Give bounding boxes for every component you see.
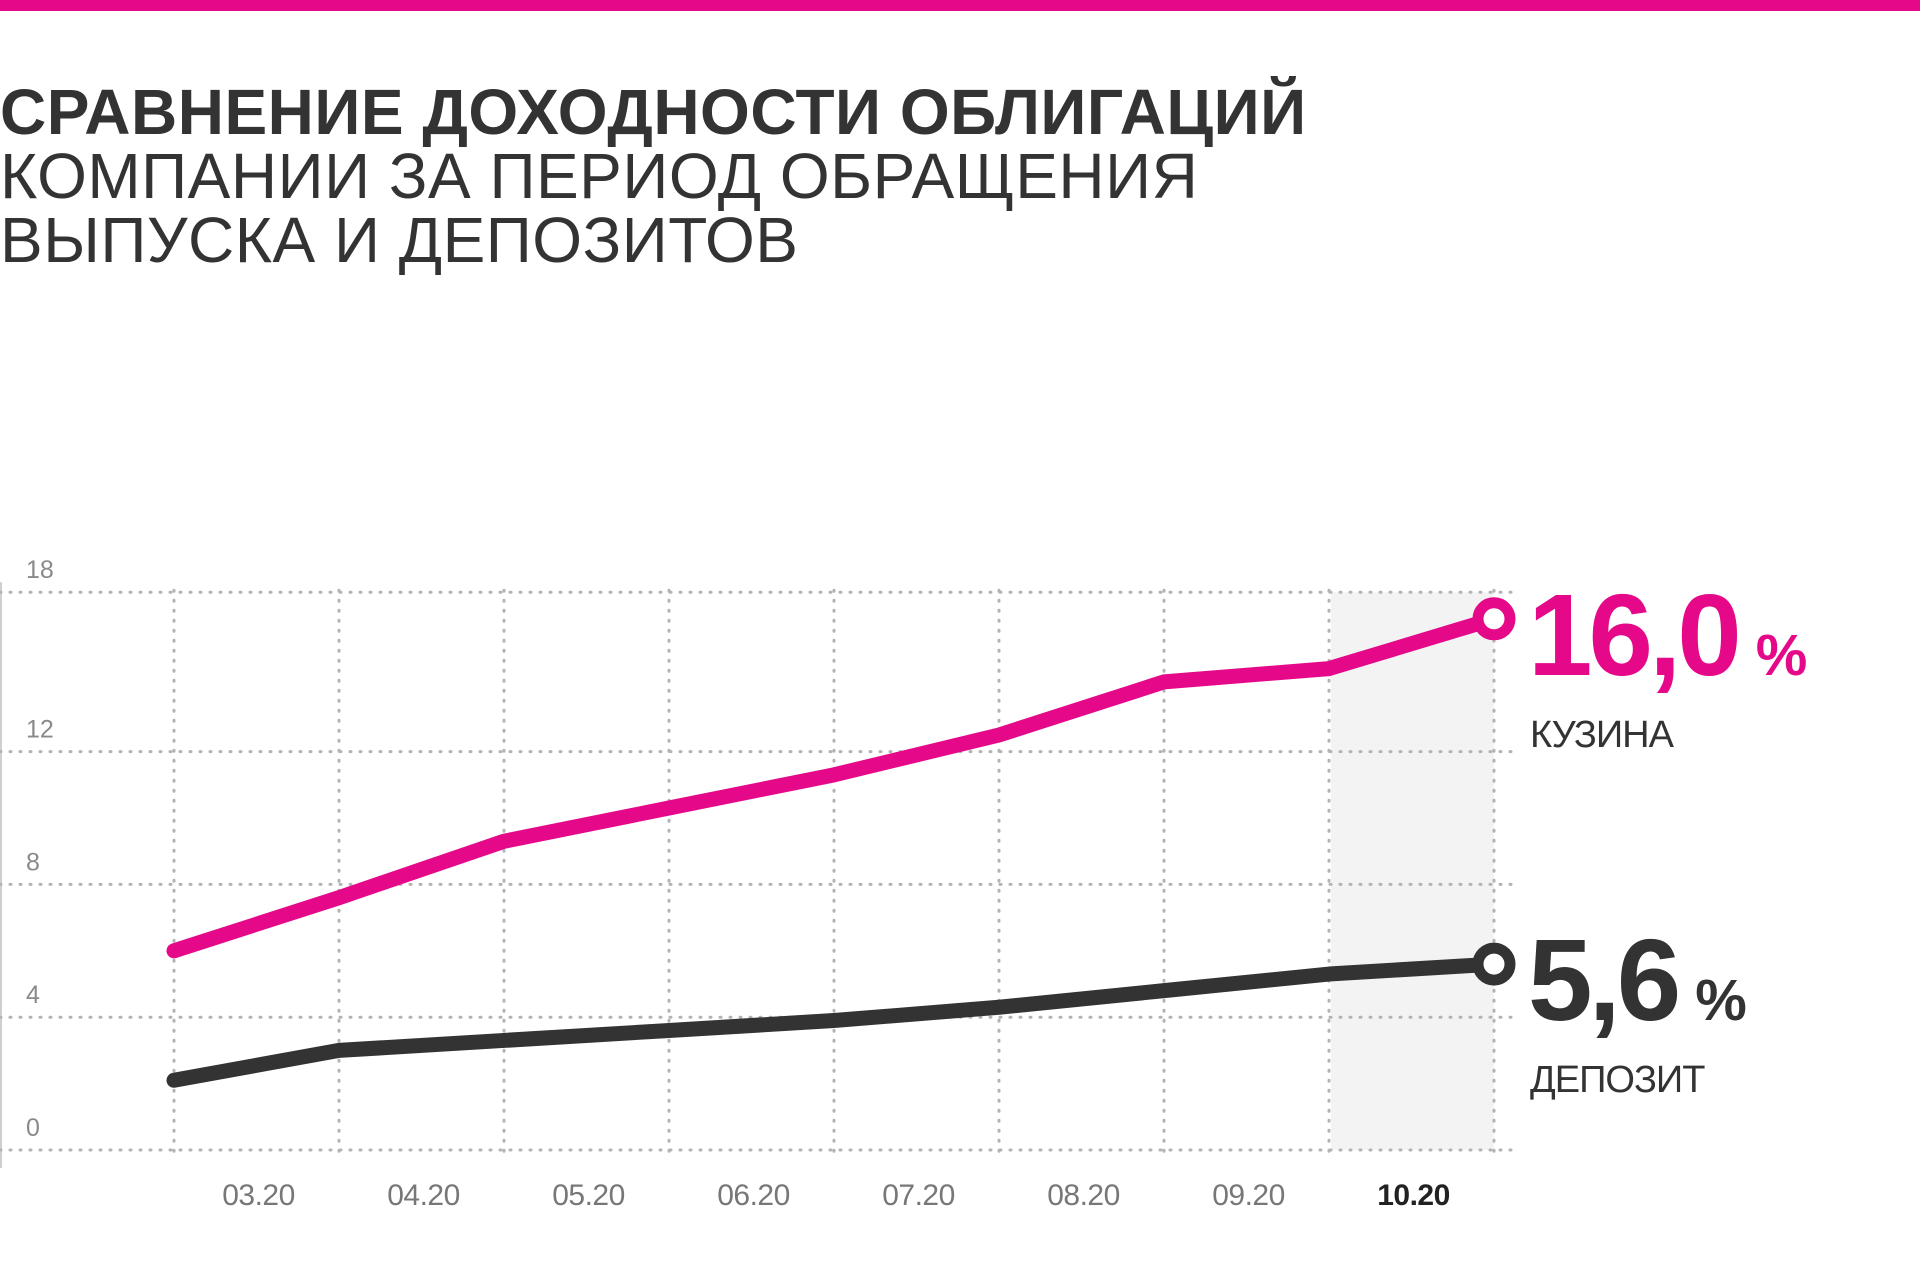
x-axis-ticks: 03.20 04.20 05.20 06.20 07.20 08.20 09.20 10.20 <box>222 1179 1450 1212</box>
y-axis-ticks: 0 4 8 12 18 <box>26 556 54 1142</box>
x-tick-label: 04.20 <box>387 1179 460 1212</box>
y-tick-label: 4 <box>26 981 40 1009</box>
y-tick-label: 18 <box>26 556 54 584</box>
series-line <box>166 956 1502 1088</box>
highlight-band <box>1331 592 1494 1150</box>
x-tick-label: 09.20 <box>1212 1179 1285 1212</box>
series-end-unit: % <box>1695 968 1747 1033</box>
series-end-marker <box>1472 597 1516 641</box>
highlight-band-layer <box>1331 592 1494 1150</box>
end-labels: 16,0 % КУЗИНА 5,6 % ДЕПОЗИТ <box>1528 570 1807 1101</box>
y-tick-label: 0 <box>26 1114 40 1142</box>
x-tick-label: 08.20 <box>1047 1179 1120 1212</box>
grid-layer <box>0 582 1514 1168</box>
series-end-value: 16,0 <box>1528 570 1738 700</box>
series-name-label: ДЕПОЗИТ <box>1530 1059 1705 1101</box>
x-tick-label: 06.20 <box>717 1179 790 1212</box>
title-line-3: ВЫПУСКА И ДЕПОЗИТОВ <box>0 204 799 276</box>
y-tick-label: 8 <box>26 848 40 876</box>
series-end-unit: % <box>1756 623 1808 688</box>
series-end-marker <box>1472 942 1516 986</box>
x-tick-label: 10.20 <box>1377 1179 1450 1212</box>
series-end-value: 5,6 <box>1528 915 1678 1045</box>
chart-title: СРАВНЕНИЕ ДОХОДНОСТИ ОБЛИГАЦИЙ КОМПАНИИ … <box>0 80 1307 272</box>
x-tick-label: 05.20 <box>552 1179 625 1212</box>
x-tick-label: 03.20 <box>222 1179 295 1212</box>
y-tick-label: 12 <box>26 716 54 744</box>
title-line-1: СРАВНЕНИЕ ДОХОДНОСТИ ОБЛИГАЦИЙ <box>0 76 1307 148</box>
series-line <box>166 611 1502 959</box>
top-accent-bar <box>0 0 1920 11</box>
x-tick-label: 07.20 <box>882 1179 955 1212</box>
series-name-label: КУЗИНА <box>1530 714 1675 756</box>
series-layer <box>166 597 1516 1088</box>
title-line-2: КОМПАНИИ ЗА ПЕРИОД ОБРАЩЕНИЯ <box>0 140 1199 212</box>
